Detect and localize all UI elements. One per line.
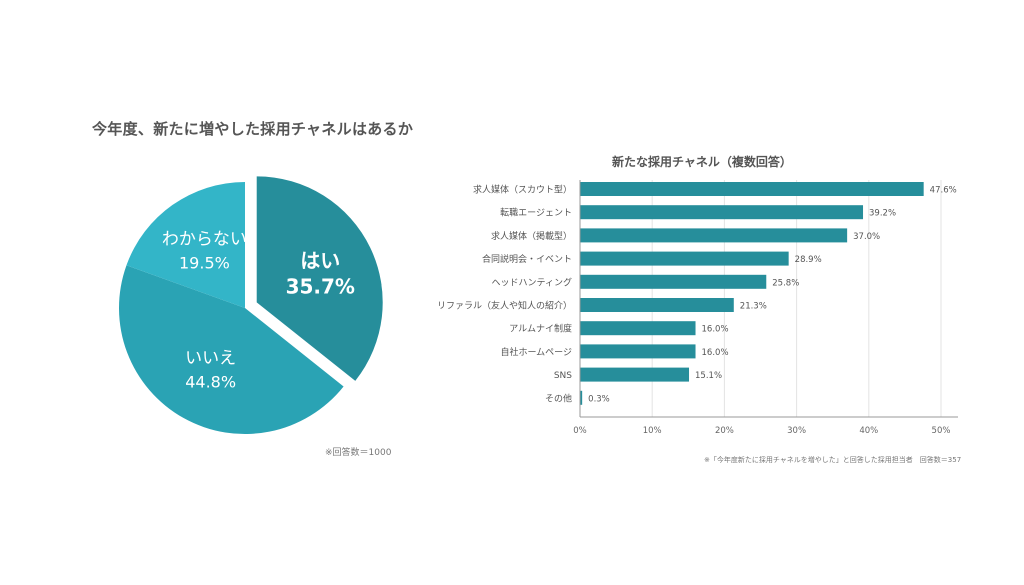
category-label: リファラル（友人や知人の紹介） [437,300,572,312]
pie-slice-value: 19.5% [179,253,230,272]
pie-slice [118,265,344,435]
category-label: 求人媒体（掲載型） [491,230,572,242]
bar [580,228,848,243]
bar [580,274,767,289]
bar [580,390,583,405]
x-tick-label: 0% [573,426,587,436]
bar-value-label: 47.6% [930,186,957,196]
category-label: アルムナイ制度 [509,323,572,335]
pie-chart-note: ※回答数＝1000 [325,448,392,458]
bar-value-label: 21.3% [740,302,767,312]
bar [580,205,864,220]
bar [580,251,789,266]
pie-slice-value: 35.7% [286,275,355,299]
x-tick-label: 10% [643,426,662,436]
category-label: 合同説明会・イベント [482,253,572,265]
bar [580,182,924,196]
bar-value-label: 0.3% [588,394,610,404]
bar [580,321,696,336]
category-label: SNS [554,371,572,381]
x-tick-label: 30% [787,426,806,436]
bar-chart-note: ※「今年度新たに採用チャネルを増やした」と回答した採用担当者 回答数＝357 [704,456,962,464]
bar [580,344,696,359]
bar-value-label: 16.0% [702,348,729,358]
bar-value-label: 16.0% [702,325,729,335]
bar [580,367,690,382]
x-tick-label: 50% [932,426,951,436]
x-tick-label: 40% [859,426,878,436]
x-tick-label: 20% [715,426,734,436]
pie-chart-title: 今年度、新たに増やした採用チャネルはあるか [92,120,414,138]
pie-slice-value: 44.8% [185,373,236,392]
pie-slice-label: いいえ [185,349,236,369]
category-label: ヘッドハンティング [492,276,572,288]
category-label: 求人媒体（スカウト型） [473,184,572,196]
bar-value-label: 15.1% [695,371,722,381]
bar-value-label: 39.2% [869,209,896,219]
bar-chart-title: 新たな採用チャネル（複数回答） [612,155,792,169]
category-label: 自社ホームページ [500,346,572,358]
bar-value-label: 37.0% [853,232,880,242]
category-label: その他 [545,392,572,404]
bar-value-label: 28.9% [795,255,822,265]
bar-value-label: 25.8% [772,278,799,288]
pie-slice [256,176,383,381]
pie-slice-label: わからない [162,229,247,249]
bar [580,298,734,312]
pie-slice [126,182,245,308]
category-label: 転職エージェント [500,208,572,219]
pie-slice-label: はい [300,249,340,273]
